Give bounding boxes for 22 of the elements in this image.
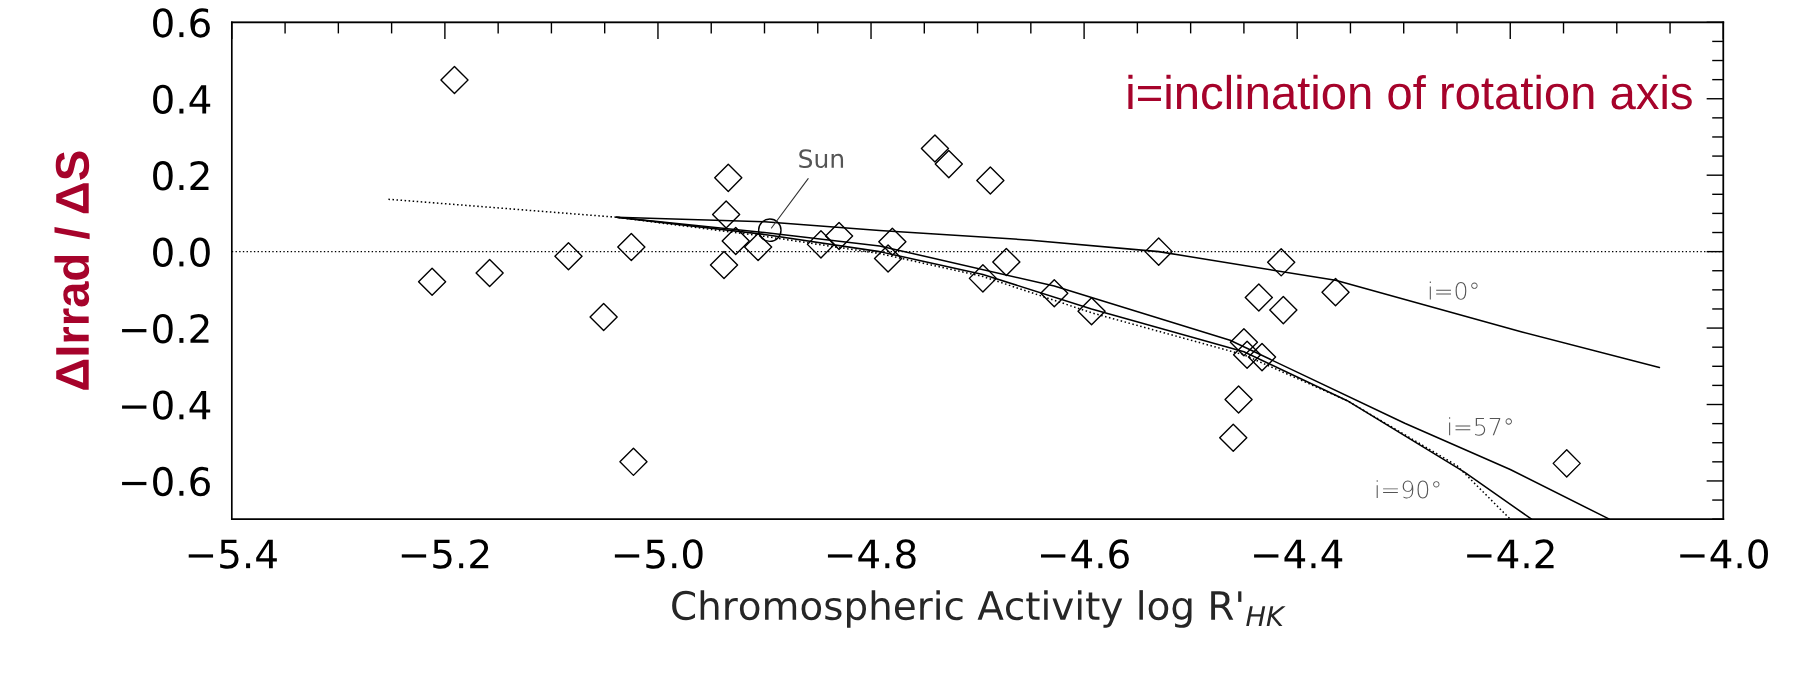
y-axis-title: ΔIrrad / ΔS — [54, 151, 90, 390]
y-tick-label: −0.4 — [122, 390, 211, 420]
annotation: i=inclination of rotation axis — [1128, 74, 1692, 110]
x-tick-label: −4.0 — [1680, 539, 1768, 569]
y-tick-label: 0.6 — [153, 8, 210, 38]
x-tick-label: −5.2 — [401, 539, 489, 569]
y-tick-label: 0.0 — [153, 237, 210, 267]
annotation: Sun — [799, 149, 844, 169]
series-label: i=0° — [1429, 281, 1478, 300]
y-tick-label: 0.4 — [153, 84, 211, 115]
y-tick-label: −0.2 — [122, 313, 209, 344]
x-tick-label: −4.2 — [1467, 539, 1554, 569]
x-tick-label: −4.8 — [827, 539, 916, 569]
series-label: i=57° — [1449, 417, 1512, 436]
x-tick-label: −5.0 — [614, 539, 703, 569]
x-axis-title: Chromospheric Activity log R'$_{HK}$ — [672, 590, 1286, 628]
series-label: i=90° — [1376, 480, 1440, 499]
y-tick-label: −0.6 — [122, 466, 210, 497]
x-tick-label: −5.4 — [188, 539, 277, 569]
y-tick-label: 0.2 — [153, 161, 209, 191]
x-tick-label: −4.4 — [1254, 539, 1343, 569]
x-tick-label: −4.6 — [1041, 539, 1129, 569]
